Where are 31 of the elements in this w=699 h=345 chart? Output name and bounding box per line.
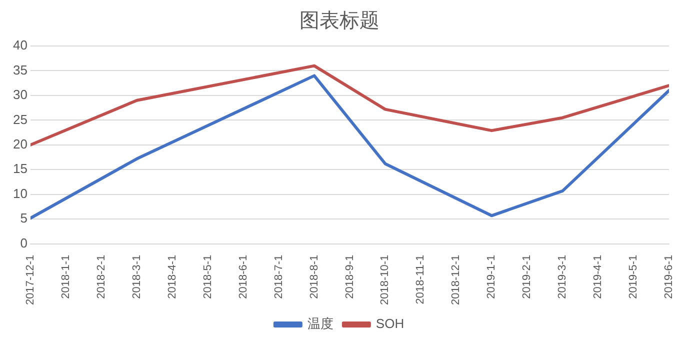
x-tick-label: 2019-1-1: [486, 254, 498, 299]
y-tick-label: 40: [12, 38, 28, 53]
legend-label: 温度: [307, 316, 334, 332]
x-tick-label: 2018-3-1: [130, 254, 143, 299]
x-tick-label: 2018-1-1: [60, 254, 72, 299]
x-tick-label: 2019-5-1: [628, 254, 640, 299]
x-tick-label: 2018-9-1: [344, 254, 356, 299]
x-tick-label: 2018-6-1: [237, 254, 250, 299]
x-tick-label: 2019-4-1: [592, 254, 604, 299]
x-tick-label: 2019-2-1: [521, 254, 534, 299]
x-tick-label: 2018-4-1: [166, 254, 178, 299]
x-tick-label: 2017-12-1: [24, 254, 36, 306]
y-tick-label: 0: [20, 235, 28, 250]
chart-title: 图表标题: [300, 8, 380, 32]
x-tick-label: 2019-3-1: [556, 254, 569, 299]
legend-label: SOH: [376, 316, 404, 332]
x-tick-label: 2018-12-1: [450, 254, 462, 306]
y-tick-label: 35: [12, 62, 28, 78]
y-tick-label: 25: [12, 112, 28, 127]
y-tick-label: 30: [12, 87, 28, 102]
x-tick-label: 2018-7-1: [272, 254, 285, 299]
y-tick-label: 5: [20, 210, 28, 226]
y-tick-label: 10: [12, 186, 28, 201]
x-tick-label: 2018-11-1: [414, 254, 427, 304]
x-tick-label: 2018-10-1: [379, 254, 392, 306]
x-tick-label: 2018-5-1: [202, 254, 214, 299]
y-tick-label: 20: [12, 136, 28, 152]
x-tick-label: 2019-6-1: [663, 254, 676, 299]
y-tick-label: 15: [12, 161, 28, 176]
x-tick-label: 2018-8-1: [308, 254, 320, 299]
x-tick-label: 2018-2-1: [95, 254, 108, 299]
